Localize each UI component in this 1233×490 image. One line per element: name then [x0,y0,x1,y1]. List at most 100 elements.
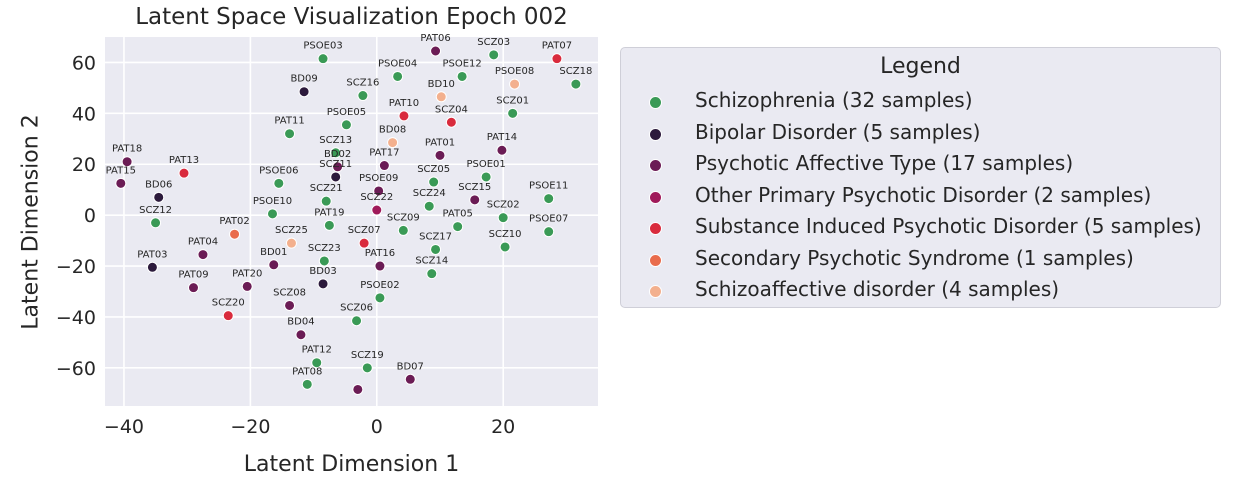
point-label: SCZ14 [415,256,448,267]
point-label: BD06 [145,179,172,190]
data-point [480,171,492,183]
legend: Legend Schizophrenia (32 samples) Bipolar… [620,47,1221,308]
data-point [115,177,127,189]
chart-title: Latent Space Visualization Epoch 002 [135,4,568,30]
point-label: SCZ04 [435,104,468,115]
point-label: SCZ06 [340,303,373,314]
x-tick-label: 0 [371,416,383,438]
legend-title: Legend [880,54,961,79]
point-label: PSOE07 [529,214,568,225]
point-label: PAT17 [369,148,399,159]
data-point [397,224,409,236]
data-point [434,149,446,161]
data-point [311,357,323,369]
data-point [435,91,447,103]
legend-marker [649,159,662,172]
data-point [398,110,410,122]
data-point [445,116,457,128]
point-label: PSOE02 [360,280,399,291]
data-point [570,78,582,90]
legend-label: Other Primary Psychotic Disorder (2 samp… [695,182,1152,207]
point-label: PAT10 [389,98,419,109]
data-point [387,137,399,149]
data-point [340,119,352,131]
point-label: BD08 [379,125,406,136]
data-point [320,195,332,207]
x-tick-label: 20 [491,416,515,438]
data-point [543,226,555,238]
plot-area [105,37,598,406]
data-point [318,255,330,267]
point-label: PAT01 [425,137,455,148]
data-point [330,147,342,159]
data-point [374,292,386,304]
point-label: PSOE09 [359,173,398,184]
legend-marker [649,222,662,235]
data-point [452,221,464,233]
data-point [229,228,241,240]
data-point [509,78,521,90]
legend-marker [649,127,662,141]
point-label: PSOE11 [529,181,568,192]
point-label: PAT06 [420,33,450,44]
point-label: SCZ02 [487,200,520,211]
data-point [301,378,313,390]
y-tick-label: −20 [56,256,96,278]
y-axis-label: Latent Dimension 2 [18,114,44,330]
data-point [426,268,438,280]
point-label: PSOE12 [442,58,481,69]
y-tick-label: −60 [56,358,96,380]
point-label: PSOE04 [378,58,417,69]
data-point [392,70,404,82]
point-label: SCZ01 [496,95,529,106]
point-label: PAT18 [112,144,142,155]
y-tick-label: 40 [72,103,96,125]
point-label: SCZ03 [477,37,510,48]
point-label: SCZ10 [489,229,522,240]
legend-label: Bipolar Disorder (5 samples) [695,119,981,144]
data-point [430,243,442,255]
data-point [352,383,364,395]
point-label: SCZ24 [413,188,446,199]
data-point [351,315,363,327]
point-label: SCZ22 [360,192,393,203]
data-point [317,53,329,65]
point-label: PAT15 [106,165,136,176]
data-point [317,278,329,290]
data-point [284,299,296,311]
y-tick-label: 20 [72,154,96,176]
y-tick-label: 0 [84,205,96,227]
point-label: SCZ11 [319,159,352,170]
point-label: BD09 [290,74,317,85]
point-label: SCZ25 [275,225,308,236]
point-label: PSOE01 [466,159,505,170]
data-point [378,160,390,172]
data-point [361,362,373,374]
data-point [273,177,285,189]
point-label: PAT04 [188,237,218,248]
point-label: BD02 [324,149,351,160]
point-label: PAT11 [274,116,304,127]
data-point [358,237,370,249]
data-point [543,193,555,205]
data-point [295,329,307,341]
point-label: SCZ07 [348,225,381,236]
point-label: BD01 [260,247,287,258]
point-label: PSOE05 [327,107,366,118]
legend-label: Schizoaffective disorder (4 samples) [695,277,1060,301]
data-point [357,90,369,102]
data-point [285,237,297,249]
data-point [456,70,468,82]
point-label: PAT08 [292,366,322,377]
legend-label: Substance Induced Psychotic Disorder (5 … [695,214,1202,238]
data-point [373,185,385,197]
point-label: PAT07 [542,41,572,52]
point-label: SCZ20 [212,298,245,309]
data-point [241,280,253,292]
legend-marker [649,285,662,298]
point-label: PAT19 [314,207,344,218]
x-tick-label: −40 [104,416,144,438]
point-label: BD04 [287,317,314,328]
legend-label: Psychotic Affective Type (17 samples) [695,151,1074,175]
data-point [332,161,344,173]
